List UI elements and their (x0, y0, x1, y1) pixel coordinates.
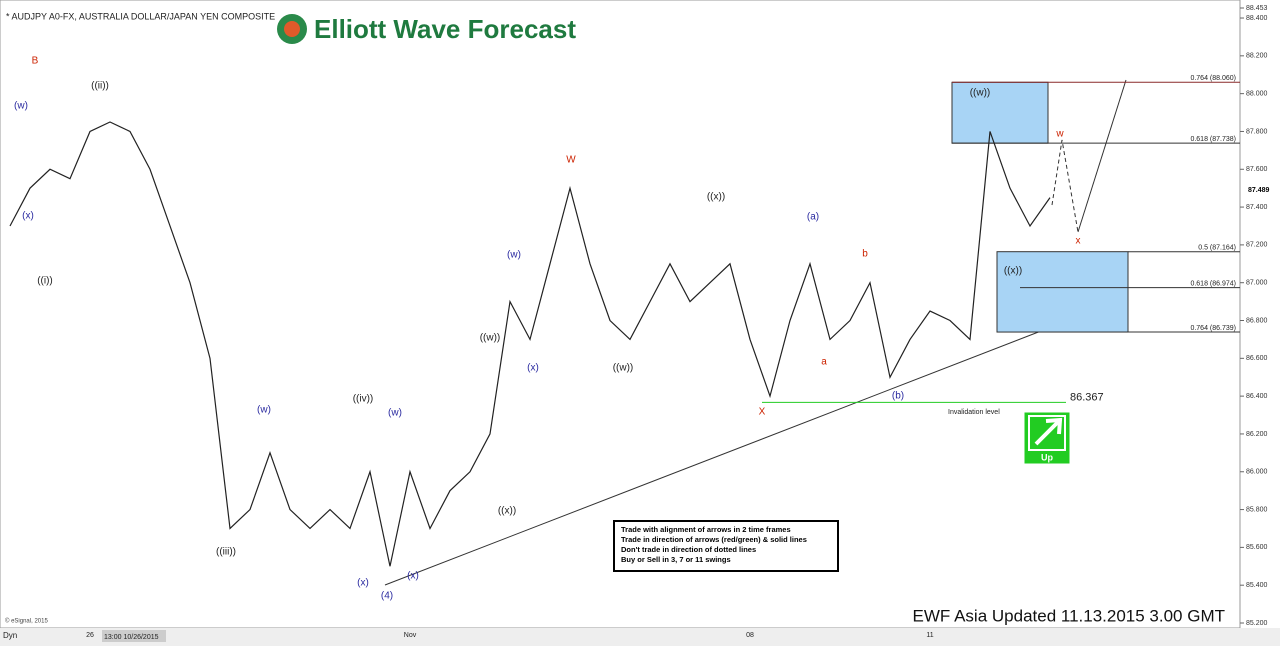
wave-label: (4) (381, 591, 393, 602)
wave-label: (w) (14, 101, 28, 112)
wave-label: ((ii)) (91, 81, 109, 92)
wave-label: W (566, 155, 576, 166)
invalidation-value: 86.367 (1070, 391, 1104, 403)
x-tick-label: Nov (404, 632, 417, 639)
y-tick-label: 85.400 (1246, 582, 1268, 589)
wave-label: (x) (22, 211, 34, 222)
chart-title: * AUDJPY A0-FX, AUSTRALIA DOLLAR/JAPAN Y… (6, 11, 275, 21)
wave-label: b (862, 249, 868, 260)
wave-label: ((x)) (1004, 266, 1022, 277)
copyright: © eSignal, 2015 (5, 618, 48, 625)
wave-label: (w) (507, 250, 521, 261)
wave-label: ((iii)) (216, 547, 236, 558)
rule-line: Trade with alignment of arrows in 2 time… (621, 525, 791, 534)
y-tick-label: 88.453 (1246, 5, 1268, 12)
wave-label: (x) (527, 363, 539, 374)
projection-solid (1077, 79, 1127, 233)
wave-label: ((w)) (480, 333, 501, 344)
signal-arrow-head (1045, 417, 1063, 435)
target-box (996, 251, 1129, 333)
wave-label: ((x)) (498, 506, 516, 517)
brand-logo-inner (284, 21, 300, 37)
y-tick-label: 86.200 (1246, 431, 1268, 438)
fib-label: 0.618 (86.974) (1190, 280, 1236, 287)
y-tick-label: 87.000 (1246, 280, 1268, 287)
wave-label: ((iv)) (353, 394, 374, 405)
fib-label: 0.618 (87.738) (1190, 136, 1236, 143)
brand: Elliott Wave Forecast (314, 14, 576, 44)
fib-label: 0.5 (87.164) (1198, 245, 1236, 252)
y-tick-label: 85.600 (1246, 544, 1268, 551)
rule-line: Buy or Sell in 3, 7 or 11 swings (621, 555, 731, 564)
wave-label: ((x)) (707, 192, 725, 203)
wave-label: (w) (388, 408, 402, 419)
x-tick-label: 26 (86, 632, 94, 639)
time-axis (0, 628, 1280, 646)
y-tick-label: 85.800 (1246, 506, 1268, 513)
signal-label: Up (1041, 452, 1053, 462)
wave-label: w (1055, 129, 1064, 140)
y-tick-label: 86.600 (1246, 355, 1268, 362)
x-tick-label: 11 (926, 632, 933, 639)
wave-label: (a) (807, 212, 819, 223)
rules-box (613, 520, 839, 572)
wave-label: B (32, 56, 39, 67)
wave-label: (w) (257, 405, 271, 416)
signal-frame (1028, 415, 1066, 451)
y-tick-label: 87.600 (1246, 166, 1268, 173)
y-tick-label: 88.200 (1246, 53, 1268, 60)
x-tick-label: 08 (746, 632, 754, 639)
corner-label: Dyn (3, 631, 17, 640)
wave-label: (b) (892, 391, 904, 402)
wave-label: ((i)) (37, 276, 53, 287)
rule-line: Don't trade in direction of dotted lines (621, 545, 756, 554)
y-tick-label: 86.000 (1246, 469, 1268, 476)
y-tick-label: 86.400 (1246, 393, 1268, 400)
signal-arrow (1034, 420, 1060, 446)
y-tick-label: 87.400 (1246, 204, 1268, 211)
y-tick-label: 87.200 (1246, 242, 1268, 249)
price-line (9, 121, 1051, 567)
cursor-date-box (102, 630, 166, 642)
fib-label: 0.764 (86.739) (1190, 325, 1236, 332)
y-tick-label: 88.400 (1246, 15, 1268, 22)
wave-label: ((w)) (613, 363, 634, 374)
wave-label: ((w)) (970, 88, 991, 99)
y-tick-label: 88.000 (1246, 90, 1268, 97)
current-price: 87.489 (1248, 187, 1270, 194)
footer: EWF Asia Updated 11.13.2015 3.00 GMT (913, 606, 1225, 625)
wave-label: a (821, 357, 827, 368)
wave-label: x (1076, 236, 1081, 247)
fib-label: 0.764 (88.060) (1190, 75, 1236, 82)
invalidation-text: Invalidation level (948, 409, 1000, 416)
y-tick-label: 85.200 (1246, 620, 1268, 627)
y-tick-label: 87.800 (1246, 128, 1268, 135)
projection-dashed (1051, 139, 1079, 233)
y-tick-label: 86.800 (1246, 317, 1268, 324)
rule-line: Trade in direction of arrows (red/green)… (621, 535, 807, 544)
wave-label: X (759, 407, 766, 418)
target-box (951, 81, 1049, 144)
cursor-date: 13:00 10/26/2015 (104, 634, 159, 641)
trend-line (384, 313, 1086, 586)
wave-label: (x) (357, 578, 369, 589)
wave-label: (x) (407, 571, 419, 582)
